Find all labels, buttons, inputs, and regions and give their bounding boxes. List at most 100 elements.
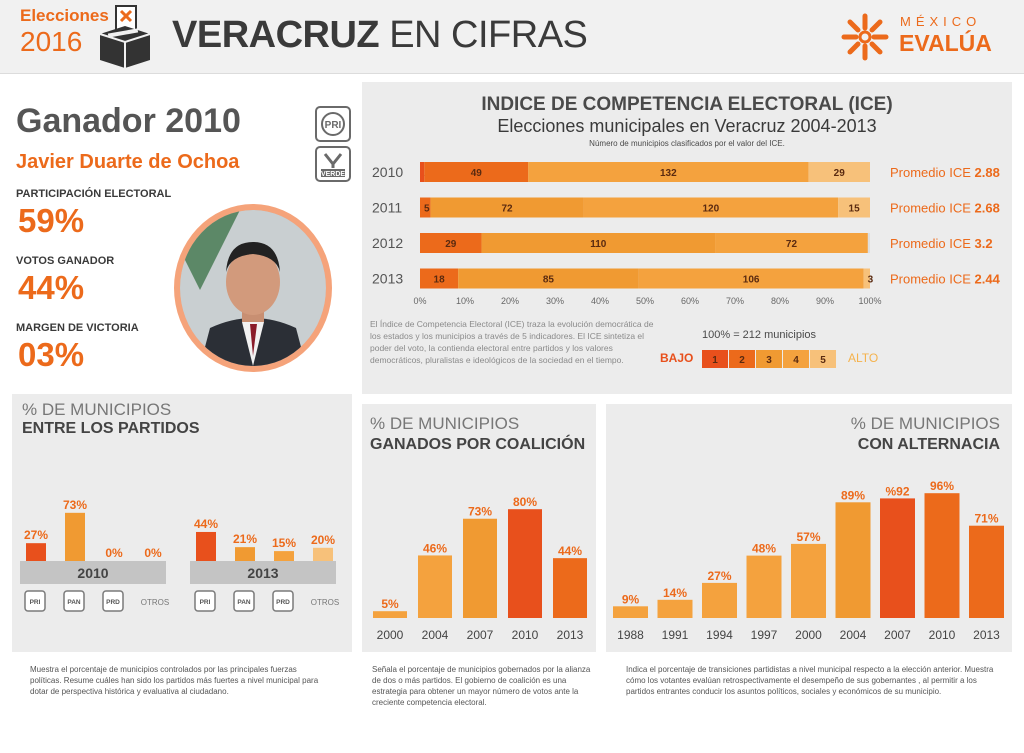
party-bar-value-label: 27% xyxy=(24,528,48,542)
ice-segment xyxy=(715,233,868,253)
pri-logo-icon xyxy=(194,590,216,612)
bar xyxy=(613,606,648,618)
bar-category-label: 1994 xyxy=(706,628,733,642)
ice-x-tick: 10% xyxy=(456,296,474,306)
ice-x-tick: 40% xyxy=(591,296,609,306)
alternancia-title-line2: CON ALTERNACIA xyxy=(857,436,1000,453)
ice-segment-label: 49 xyxy=(471,168,483,179)
party-logo-text: PRD xyxy=(276,599,290,606)
party-bar xyxy=(26,543,46,561)
ice-segment-label: 18 xyxy=(434,275,446,286)
bar xyxy=(746,555,782,618)
bar-value-label: 80% xyxy=(513,495,537,509)
ice-total-label: 100% = 212 municipios xyxy=(702,329,817,341)
ice-segment-label: 85 xyxy=(543,275,555,286)
ice-segment-empty xyxy=(867,233,870,253)
group-year-label: 2013 xyxy=(247,565,278,581)
stat-value-participacion: 59% xyxy=(18,202,85,239)
bar-category-label: 2004 xyxy=(422,628,449,642)
stat-value-votos: 44% xyxy=(18,269,85,306)
mexico-evalua-logo-icon xyxy=(841,13,889,61)
bar-category-label: 2010 xyxy=(512,628,539,642)
winner-heading: Ganador 2010 xyxy=(16,102,241,140)
ice-panel: INDICE DE COMPETENCIA ELECTORAL (ICE) El… xyxy=(362,82,1012,394)
bar-category-label: 1991 xyxy=(662,628,689,642)
pri-logo-icon: PRI xyxy=(315,106,351,142)
svg-text:PRI: PRI xyxy=(325,120,342,131)
bar xyxy=(418,555,452,618)
ice-x-tick: 60% xyxy=(681,296,699,306)
bar-category-label: 2013 xyxy=(557,628,584,642)
ballot-box-icon xyxy=(99,5,151,68)
bar-value-label: 96% xyxy=(930,479,954,493)
bar-category-label: 2010 xyxy=(929,628,956,642)
party-bar-value-label: 0% xyxy=(144,546,162,560)
party-bar-value-label: 21% xyxy=(233,532,257,546)
alternancia-caption: Indica el porcentaje de transiciones par… xyxy=(626,665,994,696)
bar xyxy=(835,502,871,618)
ice-x-tick: 30% xyxy=(546,296,564,306)
bar-value-label: 14% xyxy=(663,586,687,600)
ice-segment xyxy=(430,197,584,218)
prd-logo-icon xyxy=(102,590,124,612)
ice-x-tick: 20% xyxy=(501,296,519,306)
parties-chart: 2010 27% PRI 73% PAN 0% PRD 0% OTROS 2013 44% PRI 21… xyxy=(20,498,339,612)
party-logo-text: PRI xyxy=(30,599,41,606)
party-logo-text: PAN xyxy=(67,599,81,606)
verde-logo-icon: VERDE xyxy=(315,146,351,182)
pan-logo-icon xyxy=(233,590,255,612)
bar-value-label: 71% xyxy=(974,512,998,526)
ice-promedio: Promedio ICE 3.2 xyxy=(890,236,993,251)
ice-year-label: 2012 xyxy=(372,235,403,251)
alternancia-chart: 9% 1988 14% 1991 27% 1994 48% 1997 57% 2000 89% 200… xyxy=(613,479,1004,642)
bar-category-label: 1997 xyxy=(751,628,778,642)
ice-segment xyxy=(424,162,529,182)
ice-segment xyxy=(481,233,716,253)
party-bar xyxy=(313,547,333,561)
ice-x-tick: 0% xyxy=(413,296,426,306)
ice-segment-label: 29 xyxy=(834,168,846,179)
otros-label: OTROS xyxy=(311,598,339,607)
main-title-light: EN CIFRAS xyxy=(389,14,588,56)
bar-value-label: %92 xyxy=(885,484,909,498)
parties-caption: Muestra el porcentaje de municipios cont… xyxy=(30,665,319,696)
bar-category-label: 2000 xyxy=(795,628,822,642)
ice-chart: 201024913229Promedio ICE 2.8820115721201… xyxy=(372,162,1001,306)
ice-promedio-label: Promedio ICE xyxy=(890,272,975,287)
scale-level-label: 5 xyxy=(820,355,826,366)
ice-promedio-label: Promedio ICE xyxy=(890,236,975,251)
brand-elecciones: Elecciones xyxy=(20,6,109,25)
bar xyxy=(373,611,407,618)
ice-segment xyxy=(808,162,870,182)
bar-value-label: 9% xyxy=(622,592,640,606)
scale-high-label: ALTO xyxy=(848,351,879,365)
group-year-label: 2010 xyxy=(77,565,108,581)
ice-description: El Índice de Competencia Electoral (ICE)… xyxy=(370,319,654,365)
party-bar xyxy=(274,551,294,561)
ice-year-label: 2013 xyxy=(372,271,403,287)
alternancia-panel: % DE MUNICIPIOS CON ALTERNACIA 9% 1988 14%… xyxy=(606,404,1012,652)
coalition-title-line1: % DE MUNICIPIOS xyxy=(370,414,520,433)
parties-title-line1: % DE MUNICIPIOS xyxy=(22,400,172,419)
scale-level-label: 4 xyxy=(793,355,799,366)
bar xyxy=(508,509,542,618)
ice-promedio-value: 2.88 xyxy=(975,165,1000,180)
pri-logo-icon xyxy=(24,590,46,612)
party-bar xyxy=(65,512,85,561)
otros-label: OTROS xyxy=(141,598,169,607)
bar-value-label: 27% xyxy=(707,569,731,583)
ice-promedio-value: 2.68 xyxy=(975,201,1000,216)
ice-x-tick: 70% xyxy=(726,296,744,306)
svg-text:VERDE: VERDE xyxy=(321,171,345,178)
bar xyxy=(791,543,826,618)
ice-segment xyxy=(458,268,639,289)
logo-text-evalua: EVALÚA xyxy=(899,30,992,56)
ice-segment-label: 15 xyxy=(849,204,861,215)
header-bar: Elecciones 2016 VERACRUZ EN CIFRAS MÉXIC… xyxy=(0,0,1024,74)
ice-segment-label: 72 xyxy=(501,204,513,215)
ice-segment-label: 106 xyxy=(743,275,760,286)
ice-subtitle: Elecciones municipales en Veracruz 2004-… xyxy=(497,116,877,136)
brand-year: 2016 xyxy=(20,26,83,57)
bar-value-label: 89% xyxy=(841,488,865,502)
party-logo-text: PRI xyxy=(200,599,211,606)
